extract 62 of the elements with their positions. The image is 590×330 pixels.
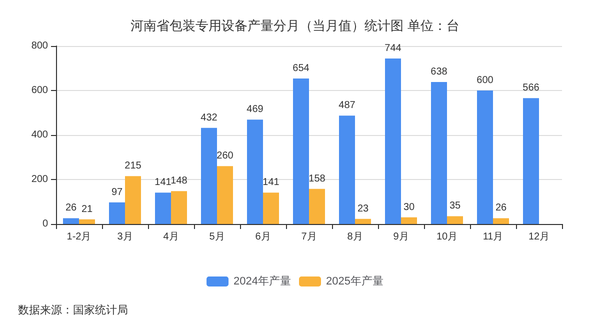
- x-tick-label: 6月: [255, 232, 271, 242]
- data-label: 26: [495, 202, 507, 214]
- x-tick-label: 11月: [482, 232, 504, 242]
- bar: [79, 219, 95, 224]
- bar: [201, 128, 217, 224]
- bar: [385, 58, 401, 224]
- data-label: 600: [476, 75, 494, 86]
- data-label: 141: [154, 177, 172, 188]
- data-label: 141: [262, 177, 280, 188]
- bar: [477, 90, 493, 224]
- data-label: 638: [430, 66, 448, 78]
- data-label: 158: [308, 173, 326, 184]
- bar: [355, 218, 371, 224]
- data-label: 469: [246, 104, 264, 116]
- bar: [247, 120, 263, 224]
- data-label: 23: [357, 203, 369, 214]
- data-label: 215: [124, 160, 142, 172]
- x-tick-label: 8月: [347, 232, 363, 242]
- data-label: 432: [200, 112, 218, 124]
- bar: [339, 116, 355, 224]
- y-tick-label: 0: [42, 218, 48, 230]
- bar: [401, 217, 417, 224]
- x-tick-label: 9月: [393, 232, 409, 242]
- bar: [63, 218, 79, 224]
- x-tick-label: 4月: [163, 232, 179, 242]
- data-label: 487: [338, 100, 356, 112]
- data-label: 26: [65, 202, 77, 214]
- y-tick-label: 400: [31, 130, 48, 140]
- legend-label: 2024年产量: [234, 274, 292, 288]
- data-label: 35: [449, 200, 461, 212]
- y-tick-label: 600: [31, 85, 48, 96]
- data-label: 30: [403, 202, 415, 213]
- x-tick-label: 7月: [301, 232, 317, 242]
- data-label: 566: [522, 82, 540, 94]
- x-tick-label: 10月: [436, 232, 458, 242]
- x-tick-label: 5月: [209, 232, 225, 242]
- bar: [217, 166, 233, 224]
- chart-title: 河南省包装专用设备产量分月（当月值）统计图 单位：台: [130, 18, 460, 33]
- data-label: 97: [111, 186, 123, 198]
- data-label: 148: [170, 176, 188, 187]
- bar: [447, 216, 463, 224]
- data-label: 21: [81, 204, 93, 215]
- bar: [523, 98, 539, 224]
- y-tick-label: 800: [31, 40, 48, 52]
- data-label: 260: [216, 150, 234, 162]
- bar: [109, 202, 125, 224]
- x-tick-label: 3月: [117, 232, 133, 242]
- bar: [293, 78, 309, 224]
- bar: [125, 176, 141, 224]
- x-tick-label: 1-2月: [66, 232, 92, 242]
- bar: [309, 188, 325, 224]
- bar: [171, 191, 187, 224]
- bar: [493, 218, 509, 224]
- data-label: 744: [384, 42, 402, 54]
- y-tick-label: 200: [31, 174, 48, 185]
- data-label: 654: [292, 62, 310, 74]
- bar: [431, 82, 447, 224]
- bar: [263, 192, 279, 224]
- legend-label: 2025年产量: [326, 274, 384, 288]
- x-tick-label: 12月: [528, 232, 550, 242]
- bar: [155, 192, 171, 224]
- source-note: 数据来源：国家统计局: [18, 304, 128, 316]
